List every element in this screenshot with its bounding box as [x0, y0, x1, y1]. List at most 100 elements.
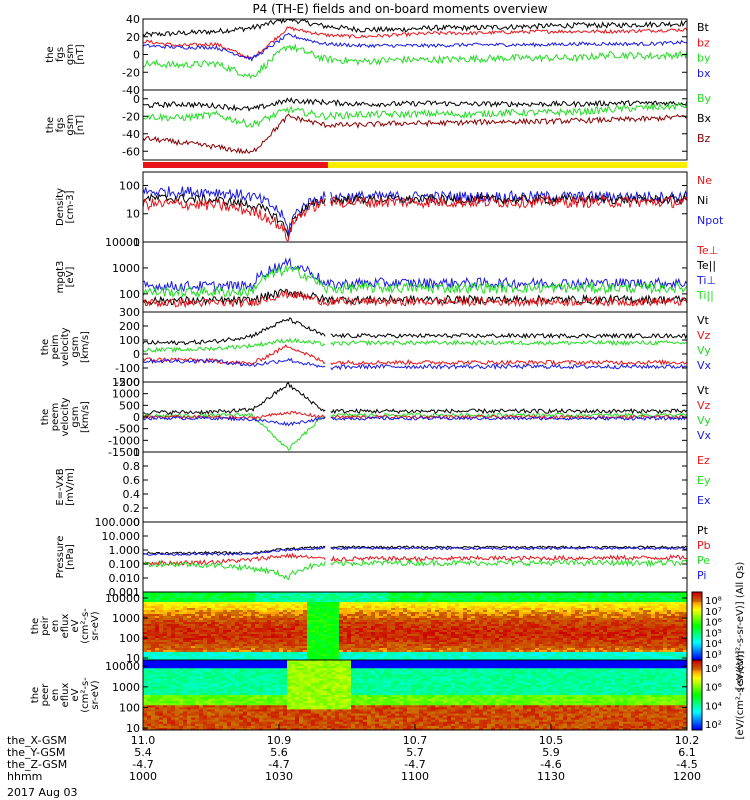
- spectrogram-cell: [551, 644, 556, 647]
- spectrogram-cell: [615, 592, 620, 595]
- spectrogram-cell: [527, 640, 532, 643]
- spectrogram-cell: [443, 646, 448, 649]
- spectrogram-cell: [143, 707, 148, 710]
- spectrogram-cell: [683, 634, 688, 637]
- spectrogram-cell: [207, 618, 212, 621]
- spectrogram-cell: [647, 658, 652, 661]
- spectrogram-cell: [155, 610, 160, 613]
- spectrogram-cell: [543, 650, 548, 653]
- panel-10: 10000100010010thepeerenefluxeV(cm²-s-sr-…: [30, 659, 688, 735]
- spectrogram-cell: [143, 656, 148, 659]
- spectrogram-cell: [259, 616, 264, 619]
- spectrogram-cell: [671, 656, 676, 659]
- spectrogram-cell: [263, 636, 268, 639]
- spectrogram-cell: [327, 610, 332, 613]
- spectrogram-cell: [223, 594, 228, 597]
- spectrogram-cell: [291, 622, 296, 625]
- spectrogram-cell: [487, 592, 492, 595]
- spectrogram-cell: [471, 616, 476, 619]
- spectrogram-cell: [227, 638, 232, 641]
- spectrogram-cell: [159, 608, 164, 611]
- spectrogram-cell: [187, 608, 192, 611]
- spectrogram-cell: [231, 628, 236, 631]
- spectrogram-cell: [151, 705, 156, 708]
- spectrogram-cell: [175, 626, 180, 629]
- spectrogram-cell: [383, 644, 388, 647]
- spectrogram-cell: [211, 638, 216, 641]
- spectrogram-cell: [259, 606, 264, 609]
- spectrogram-cell: [283, 598, 288, 601]
- spectrogram-cell: [523, 592, 528, 595]
- spectrogram-cell: [671, 602, 676, 605]
- spectrogram-cell: [607, 594, 612, 597]
- spectrogram-cell: [671, 650, 676, 653]
- spectrogram-cell: [387, 648, 392, 651]
- spectrogram-cell: [675, 652, 680, 655]
- spectrogram-cell: [239, 628, 244, 631]
- spectrogram-cell: [579, 626, 584, 629]
- spectrogram-cell: [575, 596, 580, 599]
- spectrogram-cell: [327, 604, 332, 607]
- spectrogram-cell: [279, 626, 284, 629]
- spectrogram-cell: [335, 610, 340, 613]
- spectrogram-cell: [303, 620, 308, 623]
- spectrogram-cell: [423, 606, 428, 609]
- spectrogram-cell: [567, 610, 572, 613]
- spectrogram-cell: [195, 614, 200, 617]
- series-Vx: [142, 415, 688, 427]
- spectrogram-cell: [595, 602, 600, 605]
- legend-Vt: Vt: [697, 384, 710, 397]
- spectrogram-cell: [519, 654, 524, 657]
- y-tick-label: 0: [133, 348, 140, 361]
- spectrogram-cell: [455, 658, 460, 661]
- y-axis-label-line: Pressure: [55, 536, 66, 579]
- spectrogram-cell: [179, 602, 184, 605]
- spectrogram-cell: [359, 624, 364, 627]
- spectrogram-cell: [571, 620, 576, 623]
- spectrogram-cell: [507, 648, 512, 651]
- spectrogram-cell: [595, 608, 600, 611]
- spectrogram-cell: [143, 622, 148, 625]
- spectrogram-cell: [459, 600, 464, 603]
- spectrogram-cell: [603, 596, 608, 599]
- spectrogram-cell: [243, 614, 248, 617]
- spectrogram-cell: [439, 640, 444, 643]
- spectrogram-cell: [623, 614, 628, 617]
- spectrogram-cell: [399, 622, 404, 625]
- spectrogram-cell: [283, 652, 288, 655]
- spectrogram-cell: [371, 612, 376, 615]
- spectrogram-cell: [635, 600, 640, 603]
- spectrogram-cell: [263, 632, 268, 635]
- spectrogram-cell: [203, 616, 208, 619]
- spectrogram-cell: [503, 614, 508, 617]
- spectrogram-cell: [291, 612, 296, 615]
- spectrogram-cell: [683, 654, 688, 657]
- spectrogram-cell: [347, 606, 352, 609]
- spectrogram-cell: [647, 634, 652, 637]
- spectrogram-cell: [359, 600, 364, 603]
- spectrogram-cell: [659, 646, 664, 649]
- spectrogram-cell: [483, 656, 488, 659]
- spectrogram-cell: [143, 648, 148, 651]
- spectrogram-cell: [483, 620, 488, 623]
- spectrogram-cell: [475, 604, 480, 607]
- spectrogram-cell: [379, 626, 384, 629]
- spectrogram-cell: [219, 636, 224, 639]
- spectrogram-cell: [675, 648, 680, 651]
- spectrogram-cell: [559, 652, 564, 655]
- spectrogram-cell: [543, 610, 548, 613]
- spectrogram-cell: [387, 606, 392, 609]
- spectrogram-cell: [411, 612, 416, 615]
- spectrogram-cell: [263, 638, 268, 641]
- spectrogram-cell: [419, 594, 424, 597]
- spectrogram-cell: [167, 620, 172, 623]
- spectrogram-cell: [551, 598, 556, 601]
- spectrogram-cell: [531, 640, 536, 643]
- spectrogram-cell: [515, 638, 520, 641]
- spectrogram-cell: [447, 644, 452, 647]
- spectrogram-cell: [507, 646, 512, 649]
- spectrogram-cell: [495, 630, 500, 633]
- spectrogram-cell: [187, 638, 192, 641]
- spectrogram-cell: [475, 622, 480, 625]
- spectrogram-cell: [639, 646, 644, 649]
